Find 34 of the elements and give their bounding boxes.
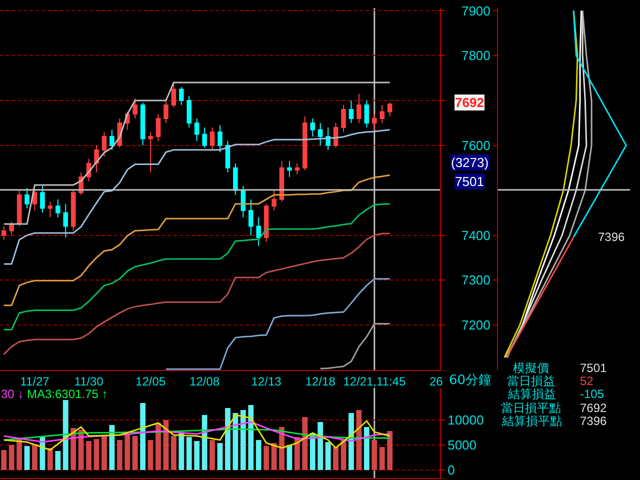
x-tick-label: 12/13 [251,374,282,388]
y-tick-label: 7900 [461,3,490,18]
y-tick-label: 7200 [461,318,490,333]
text: 結算損益 [507,387,556,401]
x-tick-label: 11/27 [20,374,50,388]
x-tick-label: 12/08 [190,374,220,388]
y-tick-label: 7600 [461,138,490,153]
annotation: 7501 [580,361,608,375]
text: 7396 [580,414,608,428]
text: 7692 [455,95,484,110]
text: (3273) [451,155,489,170]
y-tick-label: 0 [448,462,455,478]
text: 結算損平點 [501,414,562,428]
x-tick-label: 26 [429,374,444,388]
text: -105 [580,387,604,401]
ref-line-label: 7501 [455,174,484,189]
y-tick-label: 5000 [448,438,477,453]
y-tick-label: 7300 [461,272,490,288]
x-tick-label: 12/21,11:45 [343,374,406,388]
y-tick-label: 7800 [461,48,490,64]
annotation: 7396 [598,230,626,244]
text: 52 [580,374,594,388]
text: 當日損益 [507,374,555,388]
x-tick-label: 11/30 [74,374,104,388]
x-tick-label: 12/18 [305,374,336,388]
annotation: 30 ↓ [1,387,24,401]
y-tick-label: 7400 [461,228,490,243]
text: 當日損平點 [501,401,561,415]
x-axis-title: 60分鐘 [449,373,492,388]
x-tick-label: 12/05 [136,374,166,388]
text: 7692 [580,401,608,415]
annotation: 模擬價 [513,361,549,375]
y-tick-label: 10000 [448,412,484,428]
annotation: MA3:6301.75 ↑ [27,387,108,401]
